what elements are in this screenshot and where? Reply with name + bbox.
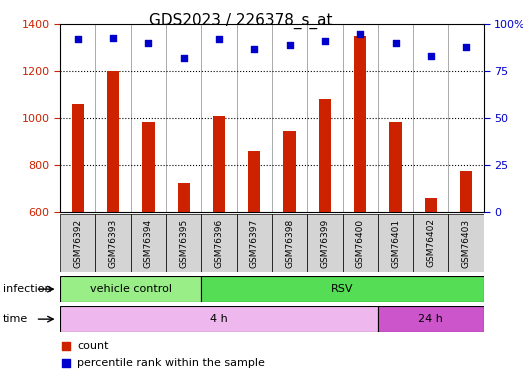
Text: GDS2023 / 226378_s_at: GDS2023 / 226378_s_at <box>149 13 332 29</box>
Bar <box>354 36 367 212</box>
Point <box>462 44 470 50</box>
Text: GSM76394: GSM76394 <box>144 218 153 267</box>
Text: count: count <box>77 341 109 351</box>
Bar <box>425 198 437 212</box>
Bar <box>201 214 236 272</box>
Text: GSM76397: GSM76397 <box>250 218 259 268</box>
Text: GSM76396: GSM76396 <box>214 218 223 268</box>
Text: GSM76400: GSM76400 <box>356 218 365 267</box>
Bar <box>460 171 472 212</box>
Text: GSM76403: GSM76403 <box>462 218 471 267</box>
Bar <box>166 214 201 272</box>
Text: 4 h: 4 h <box>210 314 228 324</box>
Bar <box>413 214 449 272</box>
Bar <box>72 104 84 212</box>
Bar <box>201 276 484 302</box>
Text: GSM76395: GSM76395 <box>179 218 188 268</box>
Text: GSM76392: GSM76392 <box>73 218 82 267</box>
Text: GSM76398: GSM76398 <box>285 218 294 268</box>
Bar <box>449 214 484 272</box>
Bar <box>389 122 402 212</box>
Text: GSM76401: GSM76401 <box>391 218 400 267</box>
Bar <box>378 306 484 332</box>
Bar <box>177 183 190 212</box>
Bar <box>343 214 378 272</box>
Point <box>325 121 334 127</box>
Text: GSM76399: GSM76399 <box>321 218 329 268</box>
Point <box>321 38 329 44</box>
Bar <box>107 71 119 212</box>
Text: 24 h: 24 h <box>418 314 444 324</box>
Bar <box>60 276 201 302</box>
Bar <box>248 151 260 212</box>
Point <box>391 40 400 46</box>
Bar <box>131 214 166 272</box>
Bar <box>95 214 131 272</box>
Bar <box>283 131 296 212</box>
Text: infection: infection <box>3 284 51 294</box>
Point <box>179 55 188 61</box>
Point <box>325 274 334 280</box>
Point <box>356 31 365 37</box>
Bar <box>60 214 95 272</box>
Bar <box>378 214 413 272</box>
Point <box>427 53 435 59</box>
Point <box>250 46 258 52</box>
Bar <box>307 214 343 272</box>
Bar <box>142 122 155 212</box>
Text: RSV: RSV <box>331 284 354 294</box>
Bar <box>213 116 225 212</box>
Point <box>109 34 117 40</box>
Point <box>74 36 82 42</box>
Text: GSM76393: GSM76393 <box>109 218 118 268</box>
Point <box>215 36 223 42</box>
Bar <box>236 214 272 272</box>
Bar <box>319 99 331 212</box>
Bar <box>60 306 378 332</box>
Bar <box>272 214 308 272</box>
Text: GSM76402: GSM76402 <box>426 218 435 267</box>
Point <box>286 42 294 48</box>
Text: vehicle control: vehicle control <box>90 284 172 294</box>
Point <box>144 40 153 46</box>
Text: percentile rank within the sample: percentile rank within the sample <box>77 358 265 368</box>
Text: time: time <box>3 314 28 324</box>
